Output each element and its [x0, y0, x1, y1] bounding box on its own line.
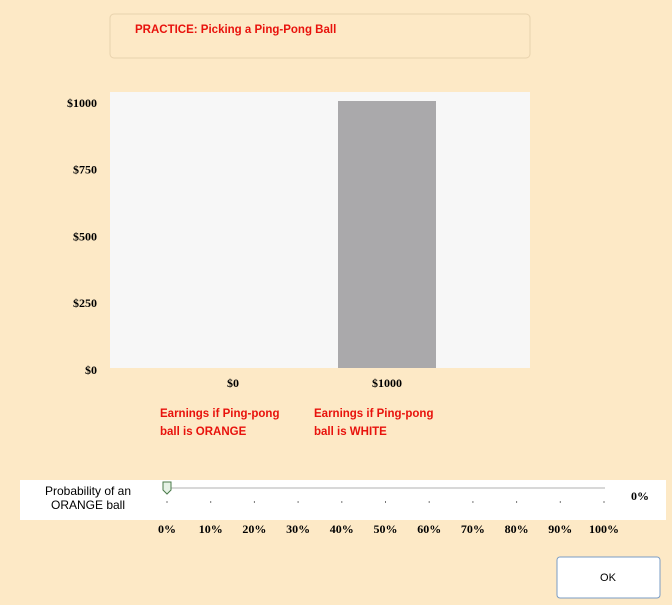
slider-tick-label: 30%	[286, 522, 310, 536]
y-tick-label: $750	[73, 163, 97, 177]
category-note: ball is ORANGE	[160, 426, 247, 438]
slider-thumb[interactable]	[162, 481, 172, 495]
slider-tick-label: 80%	[505, 522, 529, 536]
slider-tick-label: 70%	[461, 522, 485, 536]
ok-label[interactable]: OK	[600, 572, 617, 584]
category-note: ball is WHITE	[314, 426, 387, 438]
slider-label: Probability of an	[45, 484, 131, 498]
slider-panel	[20, 480, 666, 520]
ok-button[interactable]	[556, 556, 661, 599]
slider-tick-label: 0%	[158, 522, 176, 536]
slider-label: ORANGE ball	[51, 498, 125, 512]
slider-tick-label: 20%	[242, 522, 266, 536]
y-tick-label: $500	[73, 229, 97, 243]
slider-tick-label: 100%	[589, 522, 619, 536]
title: PRACTICE: Picking a Ping-Pong Ball	[135, 24, 336, 36]
slider-tick-label: 40%	[330, 522, 354, 536]
plot-area	[110, 92, 530, 368]
slider-tick-label: 10%	[199, 522, 223, 536]
category-note: Earnings if Ping-pong	[314, 408, 433, 420]
slider-tick-label: 90%	[548, 522, 572, 536]
y-tick-label: $250	[73, 296, 97, 310]
slider-value: 0%	[631, 489, 649, 503]
title-box	[109, 13, 531, 59]
x-tick-label: $1000	[372, 376, 402, 390]
bar	[338, 101, 436, 368]
slider-tick-label: 60%	[417, 522, 441, 536]
x-tick-label: $0	[227, 376, 239, 390]
y-tick-label: $0	[85, 363, 97, 377]
category-note: Earnings if Ping-pong	[160, 408, 279, 420]
slider-tick-label: 50%	[374, 522, 398, 536]
y-tick-label: $1000	[67, 96, 97, 110]
